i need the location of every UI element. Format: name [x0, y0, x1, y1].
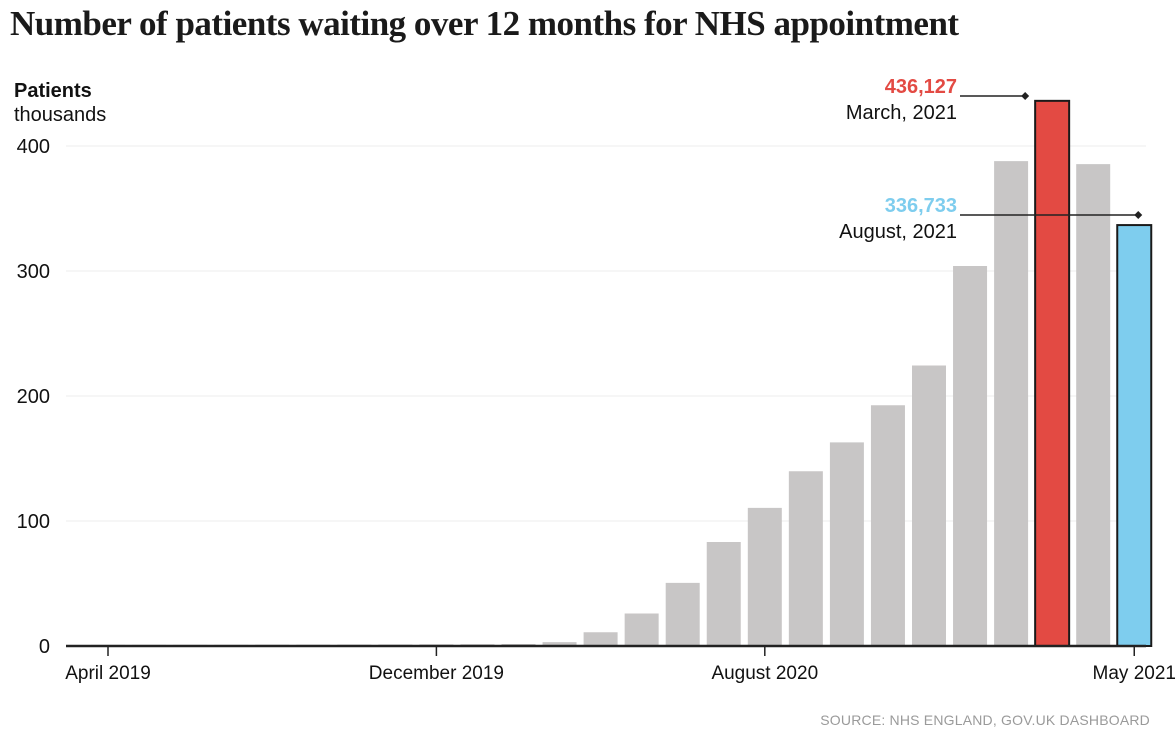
x-tick-label: August 2020	[711, 663, 818, 684]
x-tick-label: April 2019	[65, 663, 151, 684]
bar-november-2020	[870, 405, 905, 646]
y-tick-label: 400	[17, 136, 50, 158]
x-tick-label: December 2019	[369, 663, 504, 684]
source-note: SOURCE: NHS ENGLAND, GOV.UK DASHBOARD	[820, 712, 1150, 728]
bar-may-2020	[624, 613, 659, 646]
bar-april-2020	[583, 632, 618, 646]
y-tick-label: 100	[17, 511, 50, 533]
bar-october-2020	[829, 442, 864, 646]
bar-april-2021	[1076, 164, 1111, 646]
y-axis-label: Patients	[14, 80, 92, 102]
bar-march-2021	[1034, 99, 1071, 647]
annotation-date: March, 2021	[846, 102, 957, 124]
bar-august-2020	[747, 507, 782, 646]
y-axis-unit: thousands	[14, 104, 106, 126]
y-tick-label: 200	[17, 386, 50, 408]
bar-may-2021	[1116, 224, 1153, 648]
bar-march-2020	[542, 642, 577, 646]
bar-september-2020	[788, 471, 823, 646]
annotation-value: 436,127	[885, 76, 957, 98]
annotation-date: August, 2021	[839, 221, 957, 243]
y-tick-label: 0	[39, 636, 50, 658]
y-tick-label: 300	[17, 261, 50, 283]
bar-july-2020	[706, 542, 741, 646]
chart-title: Number of patients waiting over 12 month…	[10, 4, 959, 43]
annotation-marker	[1021, 92, 1030, 100]
bar-december-2020	[912, 365, 946, 646]
x-tick-label: May 2021	[1093, 663, 1176, 684]
bar-june-2020	[665, 582, 700, 646]
bar-january-2021	[953, 266, 988, 646]
annotation-marker	[1134, 211, 1143, 219]
annotation-value: 336,733	[885, 195, 957, 217]
bar-february-2021	[994, 161, 1029, 646]
